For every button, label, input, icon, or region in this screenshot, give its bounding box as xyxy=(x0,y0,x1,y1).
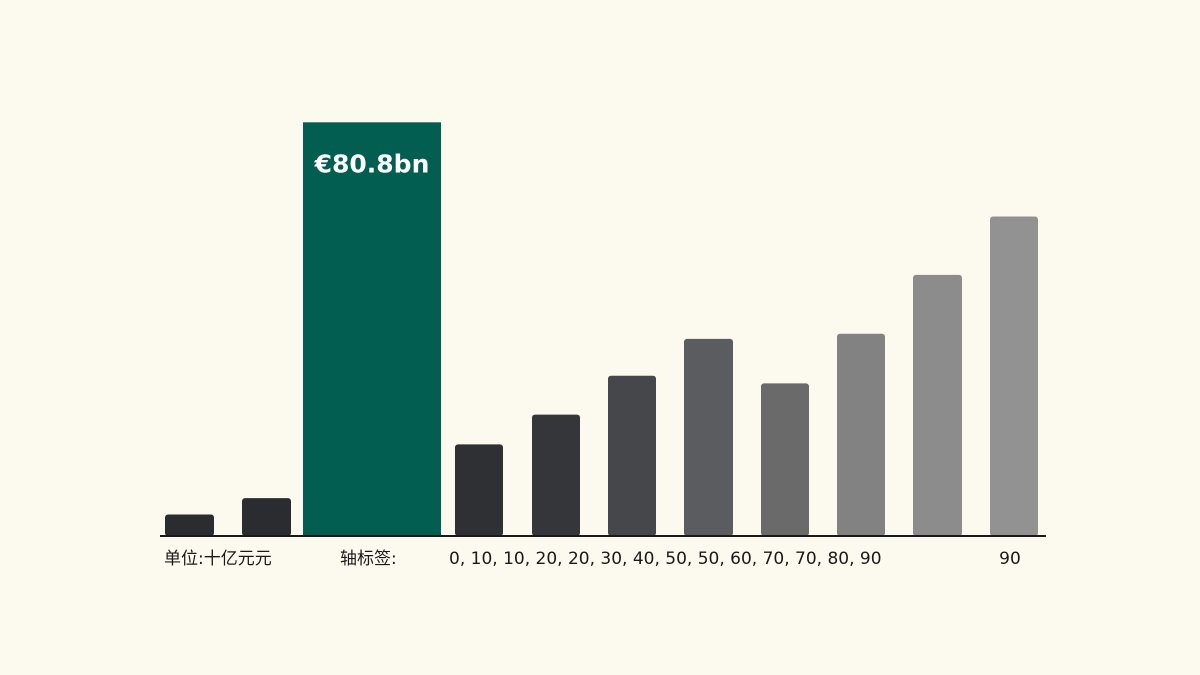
bar xyxy=(990,216,1038,536)
bar xyxy=(684,338,733,536)
bar-value-label: €80.8bn xyxy=(314,149,430,178)
bar xyxy=(837,333,885,536)
bar xyxy=(242,498,291,536)
bar xyxy=(455,444,503,536)
tick-sequence-label: 0, 10, 10, 20, 20, 30, 40, 50, 50, 60, 7… xyxy=(449,549,882,569)
bar xyxy=(608,375,656,536)
bar xyxy=(761,383,809,536)
last-tick-label: 90 xyxy=(999,549,1021,569)
bar xyxy=(532,414,580,536)
bars-group: €80.8bn xyxy=(165,122,1038,536)
unit-label: 单位:十亿元元 xyxy=(164,549,272,569)
axis-label-caption: 轴标签: xyxy=(340,549,397,569)
bar-highlight xyxy=(303,122,441,536)
bar xyxy=(913,274,962,536)
bar xyxy=(165,514,214,536)
